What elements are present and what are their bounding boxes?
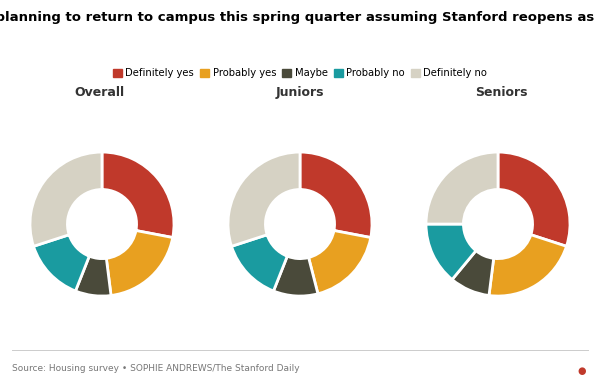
Text: Are you planning to return to campus this spring quarter assuming Stanford reope: Are you planning to return to campus thi… [0, 11, 600, 25]
Wedge shape [34, 235, 89, 291]
Text: Source: Housing survey • SOPHIE ANDREWS/The Stanford Daily: Source: Housing survey • SOPHIE ANDREWS/… [12, 365, 299, 373]
Text: Overall: Overall [74, 86, 124, 99]
Wedge shape [489, 235, 566, 296]
Text: Seniors: Seniors [475, 86, 527, 99]
Wedge shape [274, 256, 318, 296]
Wedge shape [308, 231, 371, 294]
Wedge shape [426, 224, 476, 280]
Text: Juniors: Juniors [276, 86, 324, 99]
Wedge shape [300, 152, 372, 237]
Legend: Definitely yes, Probably yes, Maybe, Probably no, Definitely no: Definitely yes, Probably yes, Maybe, Pro… [109, 64, 491, 82]
Wedge shape [102, 152, 174, 237]
Text: ●: ● [578, 366, 586, 376]
Wedge shape [232, 235, 287, 291]
Wedge shape [498, 152, 570, 246]
Wedge shape [228, 152, 300, 246]
Wedge shape [452, 251, 494, 296]
Wedge shape [106, 231, 173, 296]
Wedge shape [426, 152, 498, 224]
Wedge shape [76, 256, 111, 296]
Wedge shape [30, 152, 102, 246]
